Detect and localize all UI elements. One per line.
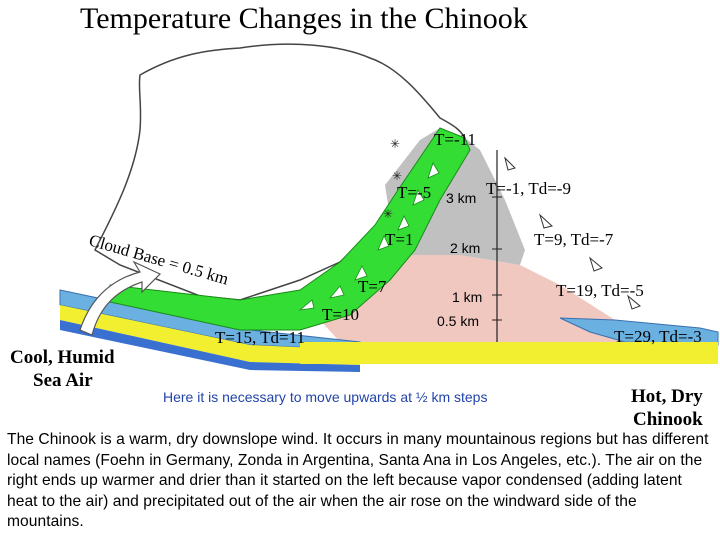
rising-arrows	[298, 162, 440, 311]
cool-air-line2: Sea Air	[33, 370, 93, 391]
altitude-2km: 2 km	[450, 240, 480, 256]
ground-base	[300, 342, 718, 364]
label-t1: T=1	[385, 230, 413, 249]
blue-band-left	[60, 320, 360, 372]
svg-text:✳: ✳	[383, 207, 393, 221]
label-l1: T=19, Td=-5	[556, 281, 644, 300]
svg-text:✳: ✳	[392, 169, 402, 183]
altitude-ticks	[492, 196, 502, 321]
label-l2: T=9, Td=-7	[534, 230, 614, 249]
label-l3: T=-1, Td=-9	[486, 179, 571, 198]
diagram-title: Temperature Changes in the Chinook	[80, 2, 528, 35]
label-t10: T=10	[322, 305, 359, 324]
sea-layer-right	[559, 317, 719, 346]
label-t-minus5: T=-5	[397, 183, 431, 202]
cloud-outline	[94, 43, 466, 301]
altitude-05km: 0.5 km	[437, 313, 479, 329]
descending-arrows	[504, 156, 641, 310]
cool-air-line1: Cool, Humid	[10, 347, 115, 368]
svg-text:✳: ✳	[390, 137, 400, 151]
label-t-top: T=-11	[434, 130, 476, 149]
label-l0: T=29, Td=-3	[614, 327, 702, 346]
inflow-arrow	[79, 260, 162, 336]
snowflakes: ✳ ✳ ✳	[383, 137, 402, 221]
step-note: Here it is necessary to move upwards at …	[163, 389, 487, 405]
hot-air-line1: Hot, Dry	[631, 386, 703, 407]
altitude-1km: 1 km	[452, 289, 482, 305]
hot-air-line2: Chinook	[633, 409, 703, 430]
label-t7: T=7	[358, 277, 387, 296]
ground-layer-left	[60, 305, 360, 365]
chinook-diagram: Temperature Changes in the Chinook ✳ ✳ ✳	[10, 2, 719, 430]
label-t-base: T=15, Td=11	[215, 328, 305, 347]
rising-air-band	[109, 127, 471, 331]
caption: The Chinook is a warm, dry downslope win…	[7, 431, 709, 531]
altitude-3km: 3 km	[446, 190, 476, 206]
